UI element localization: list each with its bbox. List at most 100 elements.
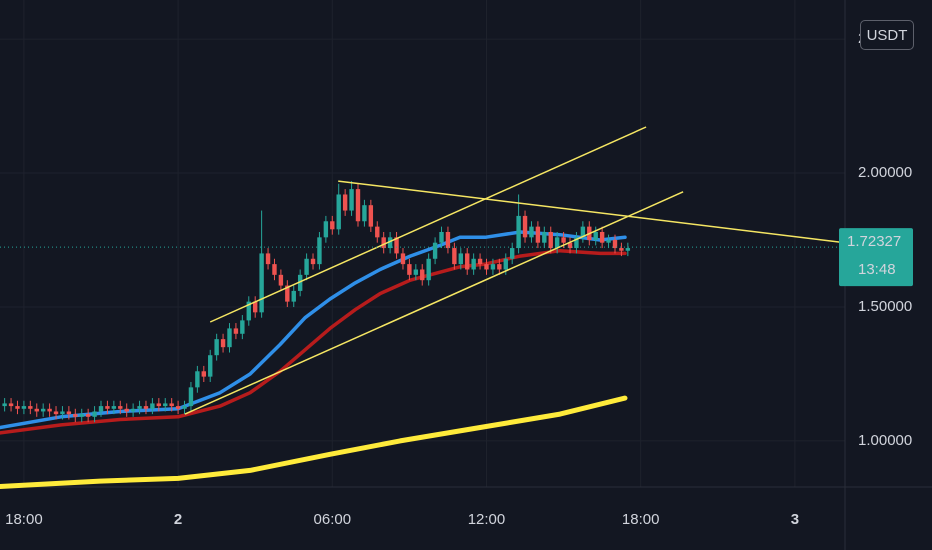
candle-body: [522, 215, 528, 238]
candle-body: [503, 258, 508, 270]
candle-body: [252, 301, 258, 313]
candle-body: [143, 406, 149, 409]
candle-body: [124, 408, 129, 412]
candle-body: [297, 274, 303, 291]
candle-body: [458, 253, 463, 265]
candle-body: [394, 237, 399, 254]
candle-body: [240, 320, 245, 334]
candle-body: [272, 264, 277, 275]
candle-body: [233, 328, 239, 334]
candle-body: [413, 269, 419, 275]
candle-body: [381, 237, 386, 249]
candle-body: [445, 231, 451, 249]
candle-body: [317, 237, 322, 265]
price-label-bg: [839, 228, 913, 287]
candle-body: [490, 264, 496, 270]
candle-body: [535, 226, 541, 243]
candle-body: [465, 253, 470, 270]
x-tick-label: 18:00: [5, 511, 43, 528]
candle-body: [201, 371, 206, 377]
candle-body: [111, 406, 117, 409]
candle-body: [355, 189, 361, 222]
candle-body: [574, 237, 579, 249]
candle-body: [79, 414, 84, 417]
candle-body: [163, 403, 168, 407]
candle-body: [342, 194, 348, 211]
candle-body: [432, 242, 438, 259]
candle-body: [246, 301, 251, 321]
currency-button[interactable]: USDT: [860, 20, 914, 50]
candle-body: [214, 339, 219, 356]
candle-body: [169, 403, 174, 407]
candle-body: [529, 226, 534, 238]
candle-body: [612, 240, 618, 249]
candle-body: [548, 231, 553, 249]
candle-body: [208, 355, 213, 377]
candle-body: [195, 371, 200, 388]
candle-body: [362, 205, 367, 222]
candle-body: [310, 258, 316, 265]
candle-body: [175, 406, 181, 409]
candle-body: [387, 237, 393, 249]
candle-body: [477, 258, 483, 265]
candle-body: [105, 406, 110, 409]
x-tick-label: 06:00: [314, 511, 352, 528]
candle-body: [407, 264, 412, 275]
candle-body: [561, 237, 566, 243]
candle-body: [593, 231, 598, 241]
candle-body: [285, 285, 290, 302]
candle-body: [439, 231, 444, 243]
candle-body: [47, 408, 52, 412]
candle-body: [323, 221, 329, 238]
candle-body: [619, 248, 624, 251]
candle-body: [349, 189, 354, 211]
candle-body: [471, 258, 476, 270]
countdown-label: 13:48: [858, 261, 896, 278]
candle-body: [73, 414, 78, 417]
candle-body: [85, 414, 91, 417]
y-tick-label: 1.00000: [858, 432, 912, 449]
candle-body: [336, 194, 341, 230]
candle-body: [400, 253, 406, 265]
candle-body: [34, 408, 39, 412]
candle-body: [291, 290, 296, 302]
candle-body: [375, 226, 380, 238]
candle-body: [330, 221, 335, 230]
candle-body: [2, 403, 7, 407]
candle-body: [66, 411, 72, 415]
candle-body: [182, 406, 187, 409]
candle-body: [60, 411, 65, 415]
candle-body: [28, 406, 33, 409]
candle-body: [8, 403, 14, 407]
candle-body: [40, 408, 46, 412]
last-price-label: 1.72327: [847, 233, 901, 250]
candle-body: [368, 205, 374, 227]
candle-body: [599, 231, 605, 243]
candle-body: [130, 408, 136, 412]
candle-body: [92, 411, 97, 417]
candle-body: [188, 387, 194, 407]
trendline: [184, 191, 684, 415]
candle-body: [53, 411, 59, 415]
candle-body: [156, 403, 162, 407]
y-tick-label: 1.50000: [858, 298, 912, 315]
candle-body: [542, 231, 547, 243]
candle-body: [509, 248, 515, 259]
candle-body: [580, 226, 586, 238]
x-tick-label: 12:00: [468, 511, 506, 528]
candle-body: [420, 269, 425, 281]
y-tick-label: 2.00000: [858, 164, 912, 181]
candle-body: [606, 240, 611, 243]
trendline: [338, 180, 846, 244]
candle-body: [259, 253, 264, 313]
candle-body: [21, 406, 27, 409]
candle-body: [98, 406, 104, 412]
indicator-line: [0, 395, 628, 489]
trendline: [209, 126, 647, 323]
candle-body: [137, 406, 142, 409]
candle-body: [227, 328, 232, 348]
candle-body: [278, 274, 284, 286]
candle-body: [426, 258, 431, 281]
